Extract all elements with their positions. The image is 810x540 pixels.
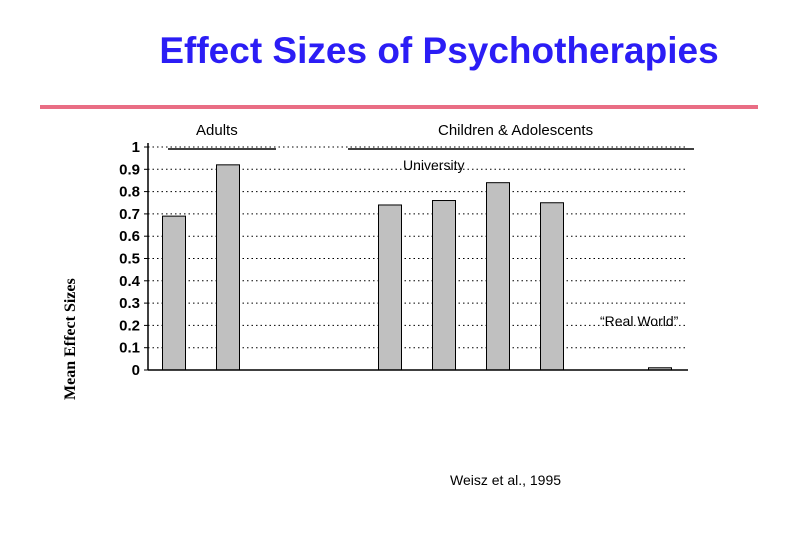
chart-title: Effect Sizes of Psychotherapies (159, 30, 719, 71)
y-ticks: 0 0.1 0.2 0.3 0.4 0.5 0.6 0.7 0.8 0.9 1 (119, 139, 148, 379)
group-label-adults: Adults (196, 122, 238, 139)
y-tick-label: 0.5 (119, 251, 140, 268)
y-tick-label: 0.7 (119, 206, 140, 223)
y-tick-label: 1 (132, 139, 140, 156)
y-tick-label: 0.1 (119, 340, 140, 357)
y-tick-label: 0.6 (119, 228, 140, 245)
bar (162, 215, 186, 371)
bar (216, 164, 240, 371)
bar (378, 204, 402, 371)
bars (162, 164, 672, 371)
bar (540, 202, 564, 371)
axes (147, 143, 688, 371)
citation: Weisz et al., 1995 (450, 472, 562, 488)
y-tick-label: 0.3 (119, 295, 140, 312)
bar (486, 182, 510, 371)
bar (432, 200, 456, 371)
group-label-children: Children & Adolescents (438, 122, 594, 139)
y-tick-label: 0.2 (119, 317, 140, 334)
title-divider (40, 105, 758, 109)
y-tick-label: 0.9 (119, 161, 140, 178)
annotation-real-world: “Real World” (600, 313, 679, 329)
y-tick-label: 0.4 (119, 273, 141, 290)
y-tick-label: 0.8 (119, 184, 140, 201)
y-tick-label: 0 (132, 362, 140, 379)
